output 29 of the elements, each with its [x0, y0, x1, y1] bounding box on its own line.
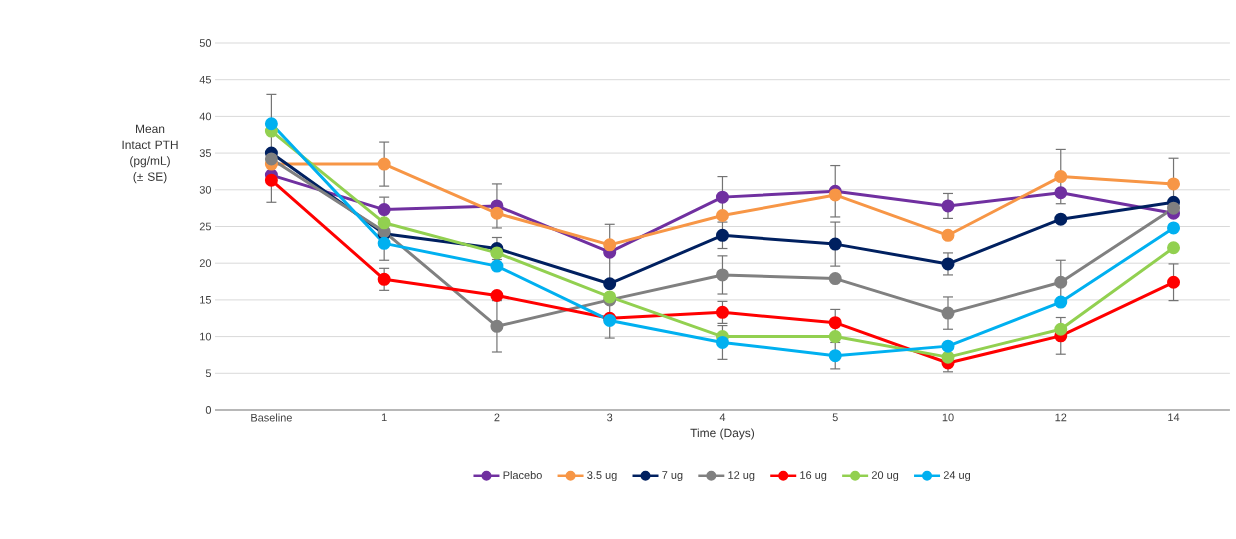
y-tick-label: 50	[199, 39, 212, 47]
legend-label: 12 ug	[728, 471, 755, 482]
y-tick-label: 15	[200, 296, 212, 304]
y-tick-label: 5	[205, 369, 212, 378]
x-tick-label: 5	[832, 413, 838, 422]
x-tick-label: 3	[607, 413, 613, 422]
y-tick-label: 40	[199, 112, 212, 121]
x-tick-label: 10	[942, 413, 954, 422]
y-tick-label: 20	[199, 259, 212, 268]
legend-label: 20 ug	[871, 471, 899, 482]
x-axis-title: Time (Days)	[690, 428, 755, 440]
y-tick-label: 35	[199, 149, 212, 157]
y-tick-label: 25	[199, 222, 212, 231]
legend-label: 7 ug	[662, 471, 683, 482]
x-tick-label: 1	[381, 413, 387, 422]
legend-label: 16 ug	[800, 471, 827, 482]
y-tick-label: 0	[205, 406, 212, 414]
y-tick-label: 30	[199, 185, 212, 194]
legend-label: 24 ug	[943, 471, 970, 482]
x-tick-label: 12	[1055, 413, 1067, 422]
x-tick-label: 2	[494, 413, 500, 422]
x-tick-label: Baseline	[251, 413, 292, 422]
y-axis-title: Mean Intact PTH (pg/mL) (± SE)	[122, 124, 178, 184]
x-tick-label: 4	[719, 413, 726, 422]
legend-label: 3.5 ug	[587, 471, 617, 482]
x-tick-label: 14	[1168, 413, 1180, 422]
legend-label: Placebo	[503, 471, 542, 480]
y-tick-label: 10	[200, 332, 212, 341]
y-tick-label: 45	[199, 75, 212, 84]
